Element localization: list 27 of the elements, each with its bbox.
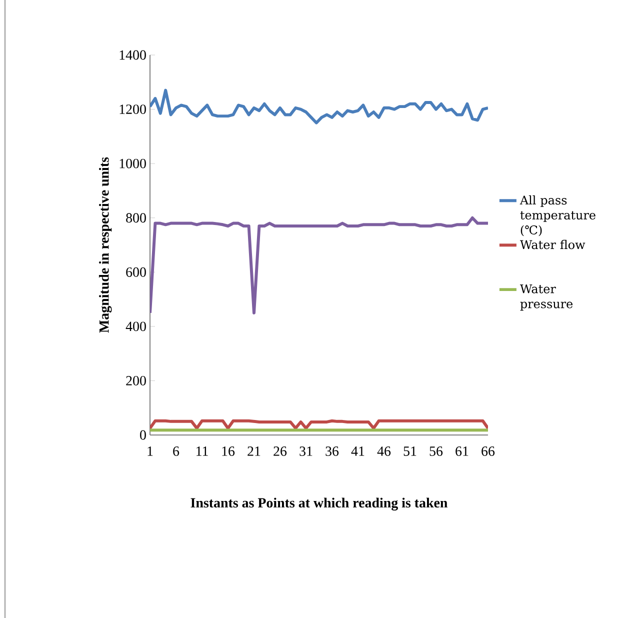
y-tick-label: 200 <box>126 376 146 386</box>
y-tick-label: 1000 <box>120 158 146 168</box>
x-tick-label: 21 <box>248 446 260 456</box>
x-tick-label: 6 <box>173 446 180 456</box>
y-axis-title: Magnitude in respective units <box>98 157 112 333</box>
legend-label: Water flow <box>520 240 586 250</box>
x-axis-title: Instants as Points at which reading is taken <box>190 498 448 510</box>
x-tick-label: 16 <box>222 446 235 456</box>
y-tick-label: 0 <box>140 430 146 440</box>
y-tick-label: 400 <box>126 322 146 332</box>
y-tick-label: 600 <box>126 267 146 277</box>
y-tick-label: 1400 <box>120 50 146 60</box>
x-tick-label: 1 <box>148 446 153 456</box>
x-tick-label: 11 <box>196 446 208 456</box>
x-tick-label: 41 <box>351 446 364 456</box>
x-tick-label: 26 <box>274 446 287 456</box>
x-tick-label: 61 <box>456 446 468 456</box>
x-tick-label: 36 <box>326 446 339 456</box>
x-tick-label: 46 <box>377 446 391 456</box>
legend-label: All pass temperature (℃) <box>520 195 596 236</box>
x-tick-label: 66 <box>482 446 495 456</box>
x-tick-label: 31 <box>300 446 312 456</box>
x-tick-label: 56 <box>430 446 443 456</box>
legend-label: Water pressure <box>520 284 573 311</box>
y-tick-label: 800 <box>126 213 146 223</box>
y-tick-label: 1200 <box>120 104 146 114</box>
x-tick-label: 51 <box>404 446 416 456</box>
